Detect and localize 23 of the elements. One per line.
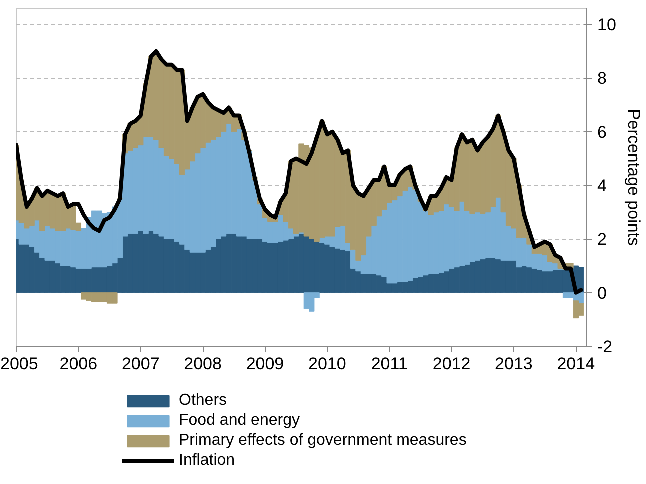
x-tick-label: 2014 bbox=[557, 354, 596, 374]
y-tick-label: 4 bbox=[598, 176, 607, 196]
x-tick-label: 2006 bbox=[60, 354, 98, 374]
y-tick-label: 6 bbox=[598, 122, 607, 142]
legend-label: Food and energy bbox=[179, 412, 300, 430]
x-tick-label: 2013 bbox=[495, 354, 533, 374]
y-tick-label: -2 bbox=[598, 338, 613, 356]
line-series bbox=[16, 49, 584, 295]
legend-label: Others bbox=[179, 392, 228, 410]
legend-label: Inflation bbox=[179, 452, 236, 470]
y-axis-title: Percentage points bbox=[624, 108, 644, 246]
x-tick-label: 2005 bbox=[0, 354, 38, 374]
x-tick-label: 2009 bbox=[246, 354, 284, 374]
y-tick-label: 2 bbox=[598, 230, 607, 250]
y-tick-label: 10 bbox=[598, 16, 616, 35]
x-tick-label: 2007 bbox=[122, 354, 160, 374]
x-tick-label: 2010 bbox=[308, 354, 346, 374]
y-tick-label: 0 bbox=[598, 284, 607, 303]
legend-label: Primary effects of government measures bbox=[179, 432, 467, 450]
x-tick-label: 2012 bbox=[432, 354, 471, 374]
x-tick-label: 2008 bbox=[184, 354, 222, 374]
y-tick-label: 8 bbox=[598, 69, 607, 88]
x-tick-label: 2011 bbox=[371, 354, 408, 374]
